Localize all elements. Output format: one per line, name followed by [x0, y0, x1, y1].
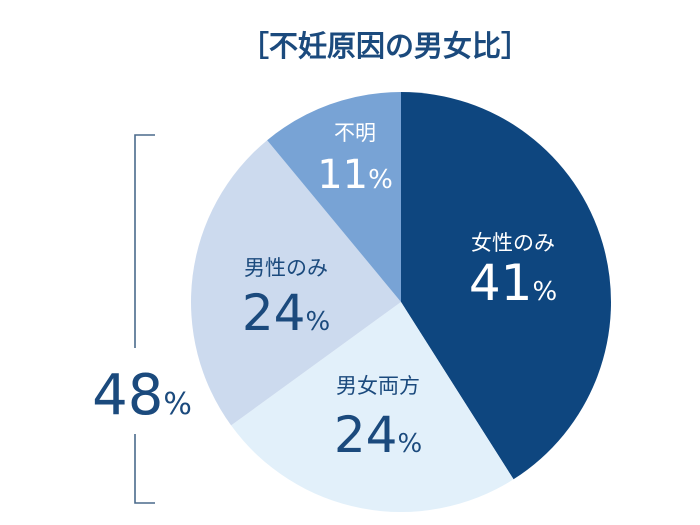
- bracket-total-label: 48%: [92, 363, 192, 428]
- slice-unit: %: [397, 429, 422, 459]
- bracket: [134, 134, 155, 504]
- slice-value-label: 41%: [469, 254, 557, 312]
- slice-value: 24: [242, 284, 306, 342]
- pie-slice: [231, 302, 514, 513]
- slice-label: 女性のみ: [471, 231, 555, 255]
- slice-value: 24: [334, 406, 398, 464]
- slice-value: 11: [317, 152, 368, 198]
- slice-value-label: 24%: [334, 406, 422, 464]
- chart-title: ［不妊原因の男女比］: [240, 29, 530, 63]
- pie-slices: [191, 92, 612, 513]
- slice-label: 男女両方: [336, 374, 420, 398]
- slice-unit: %: [368, 165, 393, 195]
- slice-value-label: 24%: [242, 284, 330, 342]
- bracket-bottom-line: [134, 434, 155, 504]
- pie-slice: [401, 92, 612, 480]
- slice-value-label: 11%: [317, 152, 393, 198]
- pie-slice: [267, 92, 401, 302]
- slice-unit: %: [532, 277, 557, 307]
- pie-slice: [191, 140, 401, 426]
- bracket-total-unit: %: [163, 387, 192, 422]
- slice-unit: %: [305, 307, 330, 337]
- slice-value: 41: [469, 254, 533, 312]
- slice-label: 男性のみ: [244, 256, 328, 280]
- slice-label: 不明: [334, 121, 376, 145]
- bracket-total-value: 48: [92, 363, 163, 428]
- bracket-top-line: [134, 134, 155, 348]
